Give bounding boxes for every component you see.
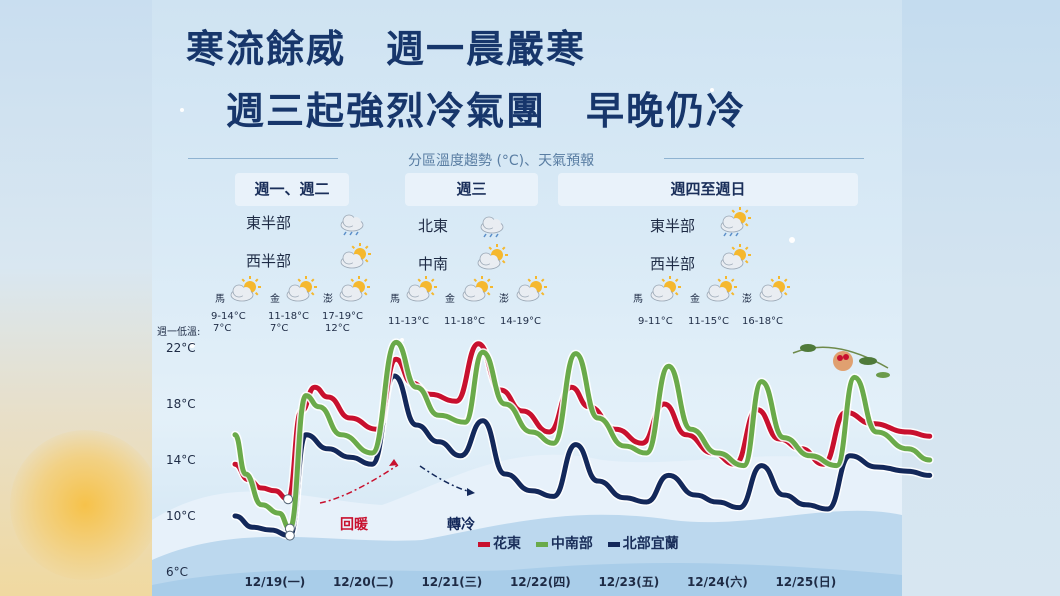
period-header-mon-tue: 週一、週二 xyxy=(235,173,349,206)
headline-line1: 寒流餘威 週一晨嚴寒 xyxy=(186,27,587,71)
chart-subtitle: 分區溫度趨勢 (°C)、天氣預報 xyxy=(408,153,595,169)
y-tick-label: 22°C xyxy=(166,341,196,355)
partly-sunny-icon xyxy=(338,243,372,273)
legend-swatch-central-south xyxy=(535,541,548,547)
min-point-marker xyxy=(283,494,294,505)
region-west-label: 西半部 xyxy=(650,255,696,273)
partly-sunny-icon xyxy=(718,244,752,274)
island-penghu-label: 澎 xyxy=(323,294,333,305)
period-header-thu-sun: 週四至週日 xyxy=(558,173,858,206)
island-matsu-range: 11-13°C xyxy=(388,316,430,327)
infographic-panel xyxy=(152,0,902,596)
y-tick-label: 6°C xyxy=(166,565,188,579)
partly-sunny-icon xyxy=(284,276,318,306)
annotation-warming: 回暖 xyxy=(340,517,368,533)
warming-arrow xyxy=(319,464,399,504)
legend-label-hualien: 花東 xyxy=(493,536,521,552)
partly-sunny-icon xyxy=(757,276,791,306)
cloud-rain-icon xyxy=(338,206,372,236)
x-tick-label: 12/24(六) xyxy=(687,574,748,589)
series-line-central-south xyxy=(232,339,933,532)
partly-sunny-icon xyxy=(704,276,738,306)
sun-glow xyxy=(10,430,160,580)
island-matsu-label: 馬 xyxy=(215,294,225,305)
island-matsu-range: 9-14°C xyxy=(211,311,246,322)
subtitle-rule-right xyxy=(664,158,864,159)
region-northeast-label: 北東 xyxy=(418,217,449,235)
background-hills xyxy=(152,88,902,596)
island-penghu-low: 12°C xyxy=(325,323,350,334)
chart-legend: 花東 中南部 北部宜蘭 xyxy=(478,533,689,553)
x-tick-label: 12/23(五) xyxy=(598,575,659,589)
partly-sunny-icon xyxy=(514,276,548,306)
right-backdrop xyxy=(902,0,1060,596)
island-kinmen-range: 11-18°C xyxy=(444,316,486,327)
x-tick-label: 12/19(一) xyxy=(244,575,305,589)
island-penghu-label: 澎 xyxy=(499,294,509,305)
cloud-rain-icon xyxy=(478,208,512,238)
weekly-low-label: 週一低溫: xyxy=(157,327,201,338)
island-kinmen-label: 金 xyxy=(270,294,280,305)
island-kinmen-low: 7°C xyxy=(270,323,289,334)
island-penghu-range: 16-18°C xyxy=(742,316,784,327)
island-kinmen-range: 11-15°C xyxy=(688,316,730,327)
y-tick-label: 14°C xyxy=(166,453,196,467)
island-matsu-label: 馬 xyxy=(390,294,400,305)
sun-cloud-rain-icon xyxy=(718,207,752,237)
island-kinmen-label: 金 xyxy=(445,294,455,305)
island-matsu-low: 7°C xyxy=(213,323,232,334)
period-header-wed: 週三 xyxy=(405,173,538,206)
region-east-label: 東半部 xyxy=(246,214,292,232)
island-kinmen-label: 金 xyxy=(690,294,700,305)
series-line-north-yilan xyxy=(232,373,933,539)
island-matsu-label: 馬 xyxy=(633,294,643,305)
cooling-arrow xyxy=(419,465,473,493)
island-kinmen-range: 11-18°C xyxy=(268,311,310,322)
subtitle-rule-left xyxy=(188,158,338,159)
legend-swatch-hualien xyxy=(478,541,490,547)
partly-sunny-icon xyxy=(337,276,371,306)
y-tick-label: 18°C xyxy=(166,397,196,411)
x-tick-label: 12/22(四) xyxy=(510,575,571,589)
region-east-label: 東半部 xyxy=(650,217,696,235)
region-west-label: 西半部 xyxy=(246,252,292,270)
min-point-marker xyxy=(284,530,295,541)
legend-swatch-north-yilan xyxy=(607,541,620,547)
partly-sunny-icon xyxy=(228,276,262,306)
island-penghu-label: 澎 xyxy=(742,294,752,305)
partly-sunny-icon xyxy=(648,276,682,306)
x-tick-label: 12/25(日) xyxy=(775,575,836,589)
x-tick-label: 12/21(三) xyxy=(421,575,482,589)
warming-arrowhead xyxy=(389,459,398,466)
region-centralsouth-label: 中南 xyxy=(418,255,449,273)
holly-decoration xyxy=(792,344,890,378)
island-penghu-range: 17-19°C xyxy=(322,311,364,322)
partly-sunny-icon xyxy=(404,276,438,306)
island-penghu-range: 14-19°C xyxy=(500,316,542,327)
partly-sunny-icon xyxy=(460,276,494,306)
cooling-arrowhead xyxy=(467,488,475,496)
x-tick-label: 12/20(二) xyxy=(333,575,394,589)
headline-line2: 週三起強烈冷氣團 早晚仍冷 xyxy=(226,89,747,133)
legend-label-north-yilan: 北部宜蘭 xyxy=(622,536,679,552)
annotation-cooling: 轉冷 xyxy=(447,517,475,533)
partly-sunny-icon xyxy=(475,244,509,274)
legend-label-central-south: 中南部 xyxy=(550,536,593,552)
island-matsu-range: 9-11°C xyxy=(638,316,673,327)
y-tick-label: 10°C xyxy=(166,509,196,523)
